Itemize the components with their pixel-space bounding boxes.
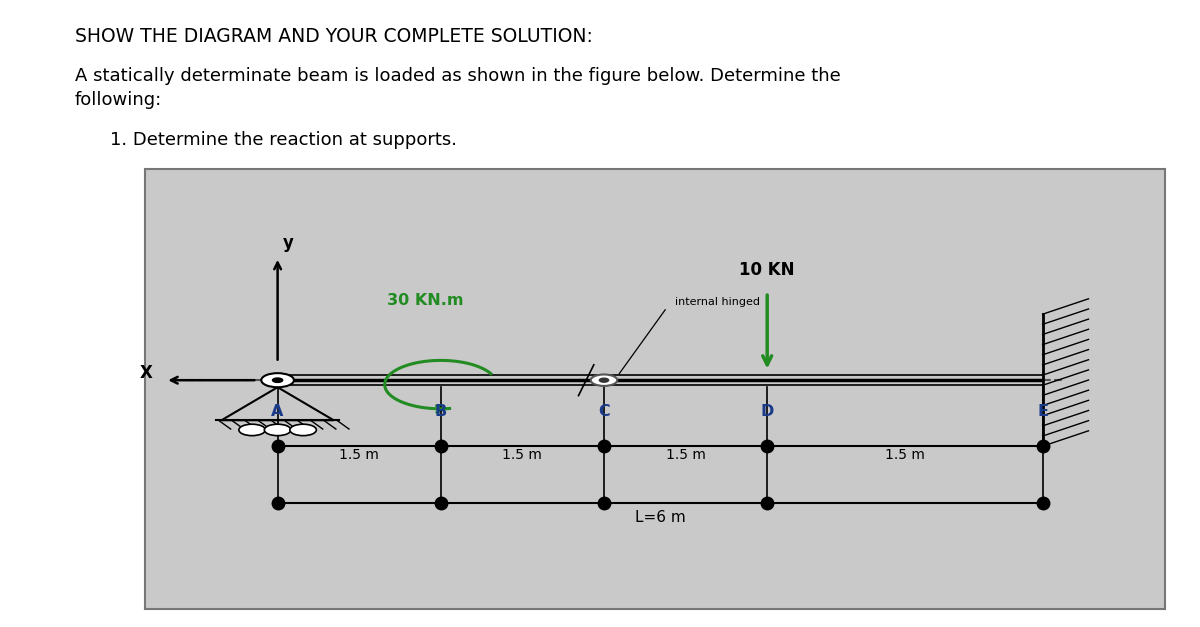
Text: B: B	[434, 404, 446, 419]
Circle shape	[272, 378, 283, 382]
Text: 1.5 m: 1.5 m	[340, 448, 379, 462]
Text: 30 KN.m: 30 KN.m	[388, 293, 463, 308]
Text: 1.5 m: 1.5 m	[884, 448, 925, 462]
Text: D: D	[761, 404, 774, 419]
Circle shape	[239, 424, 265, 436]
Text: 1. Determine the reaction at supports.: 1. Determine the reaction at supports.	[110, 131, 457, 149]
Circle shape	[264, 424, 290, 436]
Circle shape	[290, 424, 317, 436]
Text: A: A	[271, 404, 283, 419]
Text: X: X	[140, 364, 152, 382]
Text: C: C	[598, 404, 610, 419]
Circle shape	[600, 378, 608, 382]
Circle shape	[262, 373, 294, 387]
Text: following:: following:	[74, 91, 162, 109]
Text: 1.5 m: 1.5 m	[503, 448, 542, 462]
Text: y: y	[283, 234, 294, 252]
Text: 10 KN: 10 KN	[739, 261, 794, 278]
Text: internal hinged: internal hinged	[676, 297, 761, 307]
Text: L=6 m: L=6 m	[635, 510, 685, 525]
Text: E: E	[1037, 404, 1048, 419]
Circle shape	[590, 374, 617, 386]
Text: A statically determinate beam is loaded as shown in the figure below. Determine : A statically determinate beam is loaded …	[74, 67, 841, 85]
Text: 1.5 m: 1.5 m	[666, 448, 706, 462]
Text: SHOW THE DIAGRAM AND YOUR COMPLETE SOLUTION:: SHOW THE DIAGRAM AND YOUR COMPLETE SOLUT…	[74, 27, 593, 46]
